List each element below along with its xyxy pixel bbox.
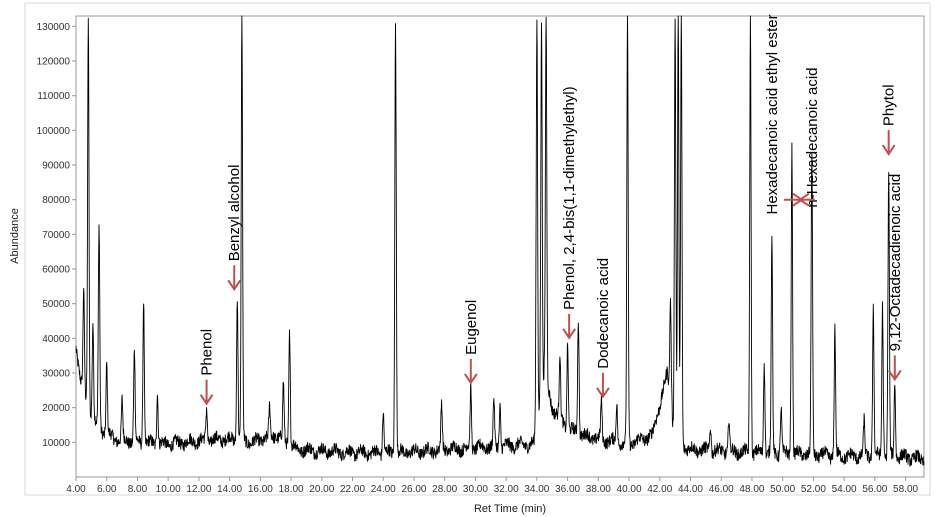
plot-area: 10000 20000 30000 40000 50000 60000 70000 80000…	[37, 14, 925, 495]
peak-annotation: Eugenol	[463, 300, 480, 385]
x-tick-label: 20.00	[309, 484, 334, 495]
y-axis-title: Abundance	[9, 208, 21, 264]
y-tick-label: 20000	[42, 403, 70, 414]
y-tick-label: 40000	[42, 334, 70, 345]
x-tick-label: 38.00	[586, 484, 611, 495]
x-tick-label: 18.00	[279, 484, 304, 495]
x-tick-label: 6.00	[97, 484, 117, 495]
peak-annotation: n-Hexadecanoic acid	[792, 67, 821, 208]
y-tick-label: 70000	[42, 230, 70, 241]
plot-border	[75, 15, 925, 478]
y-axis: 10000 20000 30000 40000 50000 60000 70000 80000…	[37, 22, 76, 449]
y-tick-label: 80000	[42, 195, 70, 206]
x-tick-label: 14.00	[217, 484, 242, 495]
annotation-label: Phenol, 2,4-bis(1,1-dimethylethyl)	[561, 86, 578, 309]
annotation-label: Eugenol	[463, 300, 480, 355]
x-tick-label: 34.00	[524, 484, 549, 495]
x-tick-label: 10.00	[156, 484, 181, 495]
annotation-arrow-head	[562, 328, 576, 340]
peak-annotation: Benzyl alcohol	[226, 165, 243, 292]
y-tick-label: 90000	[42, 161, 70, 172]
x-tick-label: 36.00	[555, 484, 580, 495]
x-tick-label: 54.00	[832, 484, 857, 495]
x-tick-label: 46.00	[709, 484, 734, 495]
outer-frame	[24, 2, 931, 496]
annotation-label: n-Hexadecanoic acid	[804, 67, 821, 207]
x-tick-label: 24.00	[371, 484, 396, 495]
x-tick-label: 56.00	[862, 484, 887, 495]
annotation-arrow-head	[463, 373, 478, 385]
annotation-arrow-head	[199, 394, 214, 406]
y-tick-label: 30000	[42, 369, 70, 380]
annotation-label: 9,12-Octadecadienoic acid	[887, 174, 904, 352]
y-tick-label: 120000	[37, 57, 71, 68]
x-tick-label: 22.00	[340, 484, 365, 495]
x-tick-label: 4.00	[66, 484, 86, 495]
x-tick-label: 16.00	[248, 484, 273, 495]
x-tick-label: 52.00	[801, 484, 826, 495]
peak-annotation: Dodecanoic acid	[595, 258, 612, 399]
x-tick-label: 8.00	[128, 484, 148, 495]
x-tick-label: 58.00	[893, 484, 918, 495]
annotation-arrow-head	[596, 387, 610, 399]
y-tick-label: 100000	[37, 126, 71, 137]
x-tick-label: 12.00	[186, 484, 211, 495]
y-tick-label: 10000	[42, 438, 70, 449]
x-tick-label: 42.00	[647, 484, 672, 495]
y-tick-label: 110000	[37, 91, 70, 102]
annotation-label: Benzyl alcohol	[226, 165, 243, 262]
annotation-label: Phenol	[199, 329, 216, 376]
annotation-arrow-head	[792, 192, 804, 207]
x-tick-label: 40.00	[617, 484, 642, 495]
peak-annotation: Hexadecanoic acid ethyl ester	[764, 14, 810, 215]
peak-annotation: Phenol, 2,4-bis(1,1-dimethylethyl)	[561, 86, 578, 340]
annotation-arrow-head	[887, 369, 902, 382]
chromatogram-trace	[75, 15, 925, 467]
peak-annotation: Phytol	[881, 84, 898, 156]
annotation-arrow-head	[798, 192, 810, 207]
annotation-arrow-head	[881, 144, 896, 156]
annotation-label: Dodecanoic acid	[595, 258, 612, 369]
y-tick-label: 50000	[42, 299, 70, 310]
x-tick-label: 50.00	[770, 484, 795, 495]
x-tick-label: 30.00	[463, 484, 488, 495]
x-axis: 4.00 6.00 8.00 10.00 12.00 14.00 16.00 18.00 20.…	[66, 477, 919, 495]
y-tick-label: 60000	[42, 265, 70, 276]
annotation-label: Hexadecanoic acid ethyl ester	[764, 14, 781, 214]
y-tick-label: 130000	[37, 22, 71, 33]
x-tick-label: 32.00	[494, 484, 519, 495]
x-tick-label: 28.00	[432, 484, 457, 495]
peak-annotation: 9,12-Octadecadienoic acid	[887, 174, 904, 382]
x-tick-label: 26.00	[401, 484, 426, 495]
peak-annotations: Phenol Benzyl alcohol Eugenol Phenol, 2,4-b…	[199, 14, 904, 406]
annotation-arrow-head	[227, 279, 242, 292]
peak-annotation: Phenol	[199, 329, 216, 406]
x-axis-title: Ret Time (min)	[474, 503, 546, 515]
x-tick-label: 48.00	[739, 484, 764, 495]
annotation-label: Phytol	[881, 84, 898, 126]
x-tick-label: 44.00	[678, 484, 703, 495]
